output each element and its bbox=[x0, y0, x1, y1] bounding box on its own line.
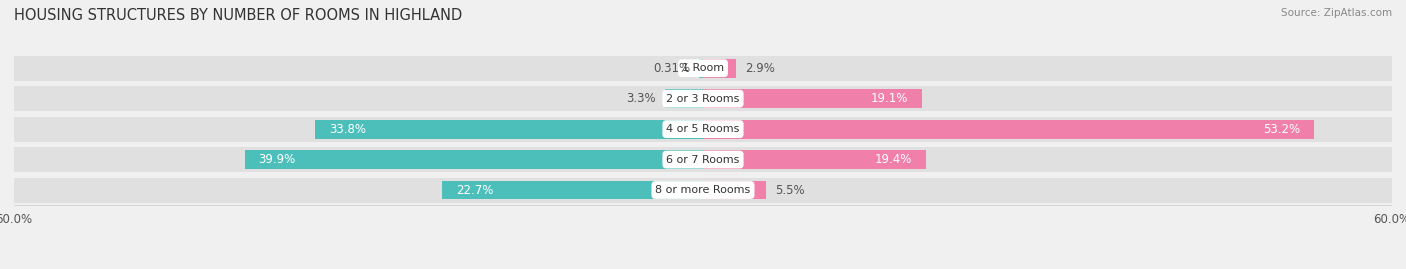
Bar bbox=[703, 150, 925, 169]
Bar bbox=[665, 89, 703, 108]
Bar bbox=[703, 120, 1313, 139]
Text: 19.4%: 19.4% bbox=[875, 153, 912, 166]
Text: 8 or more Rooms: 8 or more Rooms bbox=[655, 185, 751, 195]
Bar bbox=[14, 117, 1392, 141]
Text: 3.3%: 3.3% bbox=[626, 92, 657, 105]
Text: 53.2%: 53.2% bbox=[1263, 123, 1301, 136]
Text: 4 or 5 Rooms: 4 or 5 Rooms bbox=[666, 124, 740, 134]
Text: 22.7%: 22.7% bbox=[456, 183, 494, 197]
Bar bbox=[443, 180, 703, 200]
Text: 2 or 3 Rooms: 2 or 3 Rooms bbox=[666, 94, 740, 104]
Text: 19.1%: 19.1% bbox=[872, 92, 908, 105]
Text: 0.31%: 0.31% bbox=[654, 62, 690, 75]
Bar bbox=[14, 178, 1392, 203]
Bar bbox=[703, 59, 737, 78]
Bar bbox=[703, 89, 922, 108]
Text: 1 Room: 1 Room bbox=[682, 63, 724, 73]
Text: 39.9%: 39.9% bbox=[259, 153, 295, 166]
Bar bbox=[245, 150, 703, 169]
Text: 5.5%: 5.5% bbox=[775, 183, 806, 197]
Text: 6 or 7 Rooms: 6 or 7 Rooms bbox=[666, 155, 740, 165]
Legend: Owner-occupied, Renter-occupied: Owner-occupied, Renter-occupied bbox=[572, 266, 834, 269]
Text: 2.9%: 2.9% bbox=[745, 62, 775, 75]
Text: Source: ZipAtlas.com: Source: ZipAtlas.com bbox=[1281, 8, 1392, 18]
Bar bbox=[703, 180, 766, 200]
Bar bbox=[14, 147, 1392, 172]
Bar bbox=[315, 120, 703, 139]
Text: HOUSING STRUCTURES BY NUMBER OF ROOMS IN HIGHLAND: HOUSING STRUCTURES BY NUMBER OF ROOMS IN… bbox=[14, 8, 463, 23]
Bar bbox=[14, 56, 1392, 81]
Text: 33.8%: 33.8% bbox=[329, 123, 366, 136]
Bar bbox=[699, 59, 703, 78]
Bar bbox=[14, 86, 1392, 111]
